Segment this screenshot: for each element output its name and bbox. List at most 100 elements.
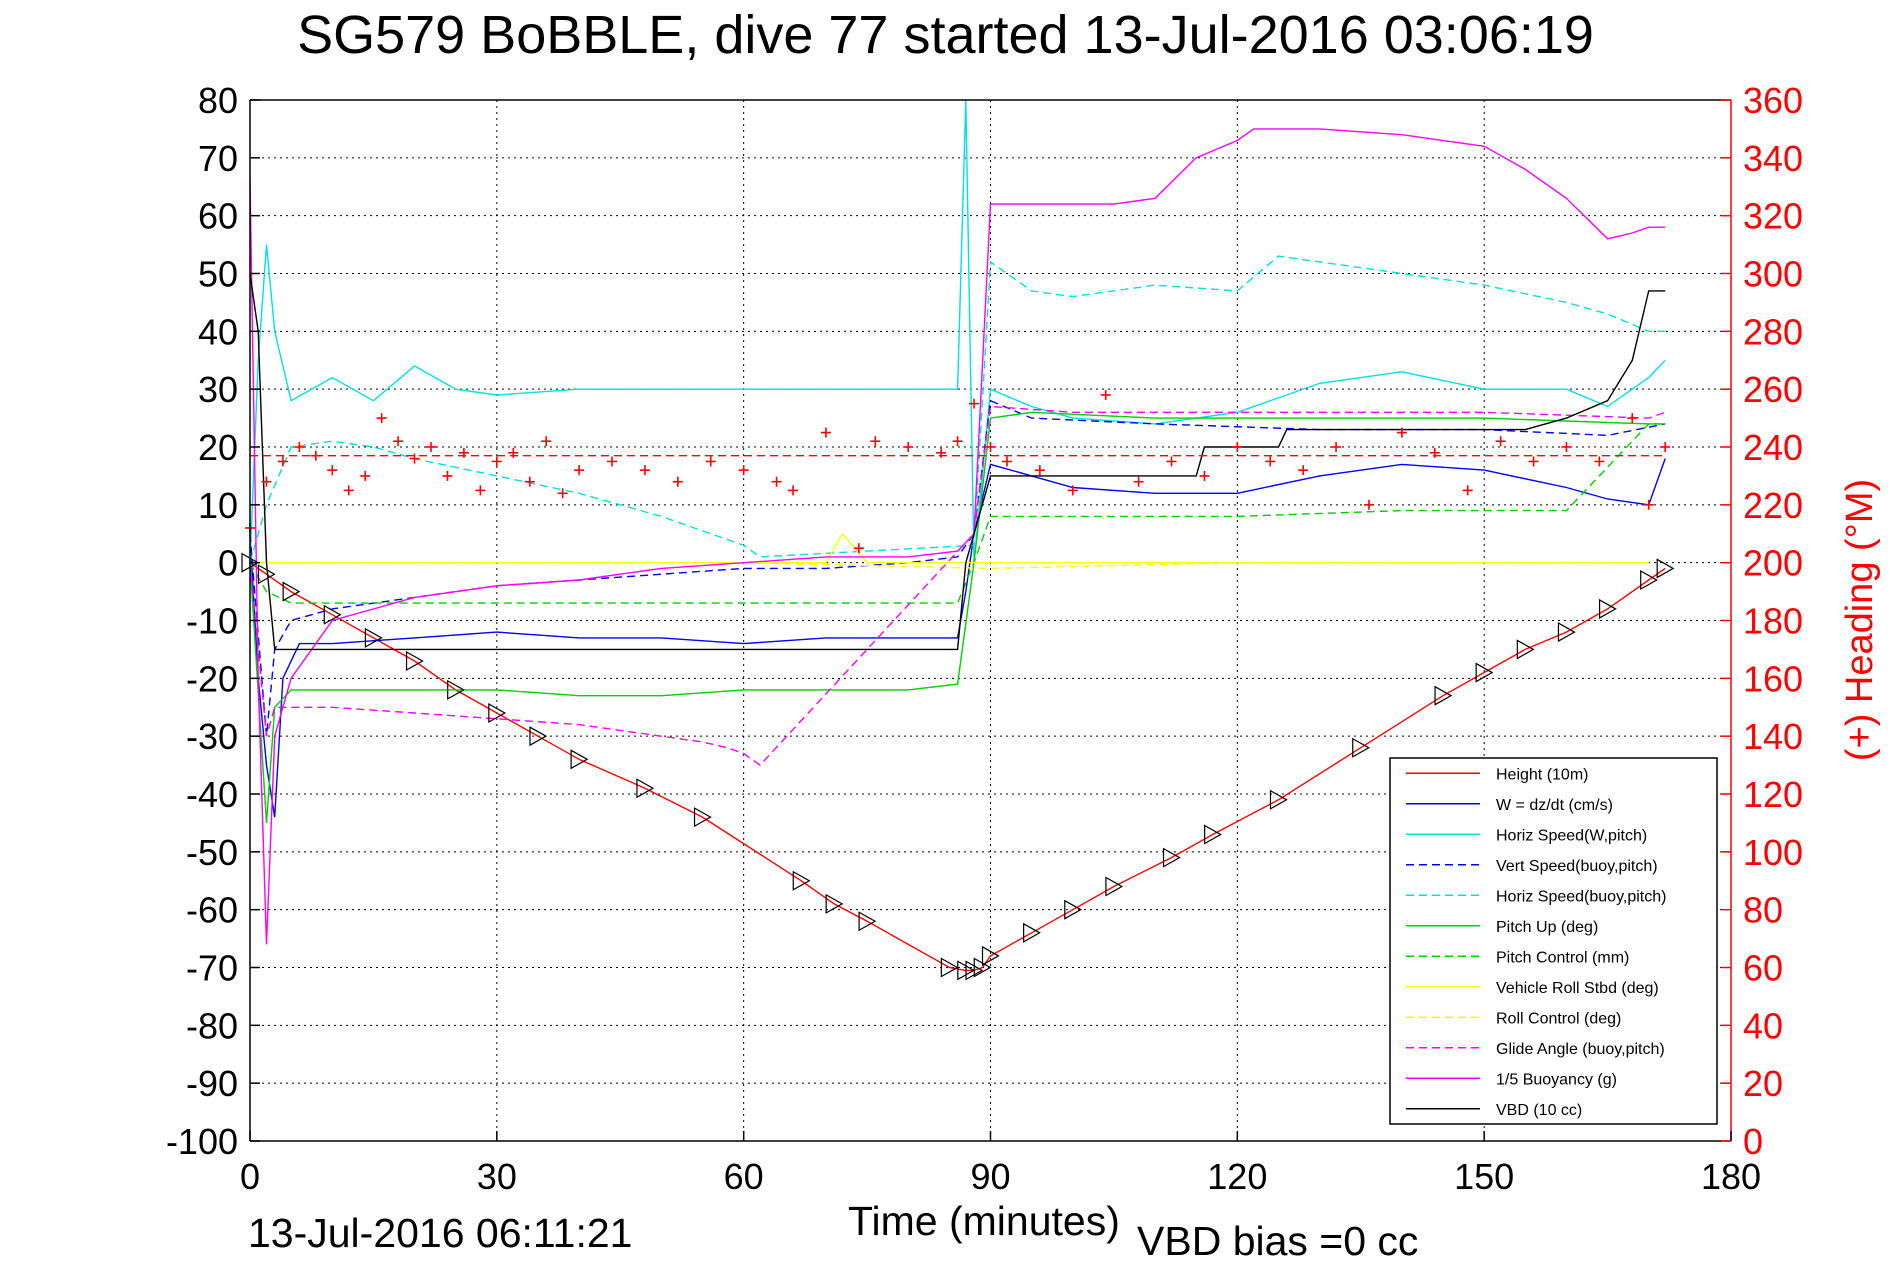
series-line-1: [249, 458, 1666, 818]
y-tick-label: 70: [198, 138, 238, 179]
y-tick-label: -100: [166, 1121, 238, 1162]
x-tick-label: 60: [724, 1156, 764, 1197]
heading-marker: [1660, 442, 1671, 452]
heading-marker: [738, 465, 749, 476]
height-marker: [825, 893, 844, 914]
heading-marker: [277, 456, 288, 467]
legend-label: Pitch Up (deg): [1496, 919, 1598, 936]
heading-marker: [376, 413, 387, 424]
heading-marker: [1265, 456, 1276, 467]
height-marker: [447, 679, 465, 700]
heading-marker: [524, 476, 535, 487]
y-right-tick-label: 300: [1743, 254, 1803, 295]
height-marker: [1516, 639, 1535, 660]
y-tick-label: 50: [198, 254, 238, 295]
footer-date: 13-Jul-2016 06:11:21: [248, 1210, 633, 1256]
height-marker: [1105, 876, 1124, 897]
legend-label: Vert Speed(buoy,pitch): [1496, 858, 1658, 875]
y-tick-label: 10: [198, 485, 238, 526]
height-marker: [529, 726, 548, 747]
legend-label: Height (10m): [1496, 766, 1588, 783]
heading-marker: [1001, 456, 1012, 467]
series-line-3: [249, 399, 1666, 737]
heading-marker: [1627, 413, 1638, 424]
heading-marker: [853, 543, 864, 554]
series-line-7: [250, 532, 1649, 564]
y-right-tick-label: 60: [1743, 948, 1783, 989]
heading-marker: [969, 398, 980, 409]
y-tick-label: 0: [218, 543, 238, 584]
heading-marker: [475, 485, 486, 496]
heading-marker: [1298, 465, 1309, 476]
series-line-4: [249, 255, 1666, 563]
y-tick-label: -30: [186, 716, 238, 757]
height-marker: [858, 911, 877, 932]
height-marker: [693, 807, 712, 828]
height-marker: [636, 778, 655, 799]
height-marker: [405, 650, 424, 672]
height-marker: [1475, 662, 1494, 683]
heading-marker: [1166, 456, 1177, 467]
footer-vbd-bias: VBD bias =0 cc: [1137, 1218, 1419, 1264]
y-tick-label: -40: [186, 774, 238, 815]
height-marker: [1064, 899, 1083, 920]
heading-marker: [343, 485, 354, 496]
heading-marker: [870, 436, 881, 447]
y-tick-label: 80: [198, 80, 238, 121]
heading-marker: [426, 442, 437, 452]
heading-marker: [672, 476, 683, 487]
heading-marker: [820, 427, 831, 438]
height-marker: [792, 870, 811, 891]
height-marker: [1656, 558, 1675, 579]
height-marker: [1023, 922, 1041, 943]
height-marker: [940, 957, 959, 978]
y-right-tick-label: 0: [1743, 1121, 1763, 1162]
y-right-tick-label: 360: [1743, 80, 1803, 121]
y-tick-label: 60: [198, 196, 238, 237]
y-right-tick-label: 40: [1743, 1005, 1783, 1046]
heading-marker: [393, 436, 404, 447]
chart-title: SG579 BoBBLE, dive 77 started 13-Jul-201…: [297, 5, 1594, 65]
legend-label: Horiz Speed(W,pitch): [1496, 827, 1647, 844]
heading-marker: [985, 442, 996, 452]
heading-marker: [1594, 456, 1605, 467]
y-tick-label: 30: [198, 369, 238, 410]
y-right-tick-label: 240: [1743, 427, 1803, 468]
y-right-tick-label: 220: [1743, 485, 1803, 526]
y-right-tick-label: 180: [1743, 601, 1803, 642]
y-tick-label: -80: [186, 1005, 238, 1046]
heading-marker: [327, 465, 338, 476]
y-tick-label: -50: [186, 832, 238, 873]
legend-label: Roll Control (deg): [1496, 1010, 1621, 1027]
legend-label: Horiz Speed(buoy,pitch): [1496, 888, 1666, 905]
legend-label: Pitch Control (mm): [1496, 949, 1629, 966]
series-line-0: [249, 562, 1666, 972]
height-marker: [488, 703, 507, 724]
height-marker: [1434, 685, 1453, 706]
height-marker: [981, 945, 1000, 966]
height-marker: [1557, 622, 1576, 643]
heading-marker: [1034, 465, 1045, 476]
heading-marker: [1528, 456, 1539, 467]
legend: Height (10m) W = dz/dt (cm/s) Horiz Speed(…: [1389, 757, 1718, 1125]
series-layer: [241, 99, 1675, 981]
series-line-6: [249, 423, 1666, 604]
heading-marker: [1199, 470, 1210, 481]
heading-marker: [261, 476, 272, 487]
y-right-tick-label: 140: [1743, 716, 1803, 757]
heading-marker: [788, 485, 799, 496]
heading-marker: [771, 476, 782, 487]
y-axis-ticks: 80 70 60 50 40 30 20 10 0 -10 -20 -30 -40 -50 -60 -70 -8…: [166, 80, 260, 1162]
height-marker: [257, 564, 276, 585]
y-tick-label: -20: [186, 658, 238, 699]
height-marker: [1204, 824, 1222, 845]
y-axis-right-label-text: (+) Heading (°M): [1839, 479, 1881, 761]
x-tick-label: 150: [1454, 1156, 1514, 1197]
height-marker: [364, 627, 383, 648]
y-right-tick-label: 160: [1743, 658, 1803, 699]
y-right-tick-label: 80: [1743, 890, 1783, 931]
x-tick-label: 120: [1207, 1156, 1267, 1197]
heading-marker: [1462, 485, 1473, 496]
heading-marker: [1331, 442, 1342, 452]
